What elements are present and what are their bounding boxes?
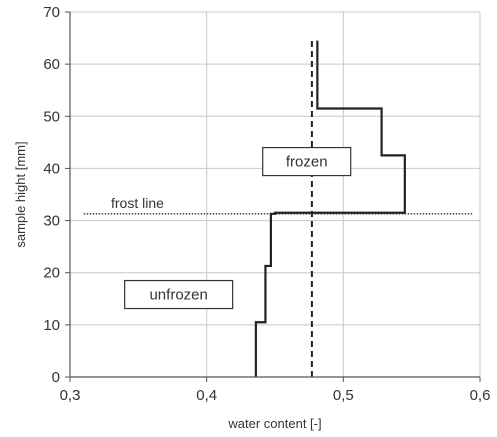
y-tick-label: 10 (43, 317, 60, 334)
x-tick-label: 0,3 (60, 387, 81, 404)
frozen-label-text: frozen (286, 154, 328, 171)
y-tick-label: 40 (43, 160, 60, 177)
unfrozen-label-group: unfrozen (124, 279, 234, 310)
water-content-profile-line (254, 40, 406, 377)
x-axis-title: water content [-] (227, 416, 321, 431)
series-group (254, 40, 406, 377)
frost-line-group: frost line (83, 195, 474, 215)
unfrozen-label-box (124, 279, 234, 310)
x-tick-label: 0,5 (333, 387, 354, 404)
y-tick-label: 20 (43, 265, 60, 282)
frost-line-label: frost line (111, 195, 164, 211)
y-tick-label: 70 (43, 4, 60, 21)
y-axis-title: sample hight [mm] (13, 141, 28, 247)
y-tick-label: 60 (43, 56, 60, 73)
x-tick-label: 0,4 (196, 387, 217, 404)
frozen-label-group: frozen (262, 146, 352, 177)
y-tick-label: 50 (43, 108, 60, 125)
axes: 0 10 20 30 40 50 60 70 0,3 0,4 0,5 0,6 (43, 4, 490, 404)
unfrozen-label-text: unfrozen (149, 287, 207, 304)
y-tick-label: 30 (43, 213, 60, 230)
x-tick-label: 0,6 (470, 387, 491, 404)
annotations: frozen unfrozen (124, 146, 352, 310)
y-tick-label: 0 (52, 369, 60, 386)
frozen-label-box (262, 146, 352, 177)
